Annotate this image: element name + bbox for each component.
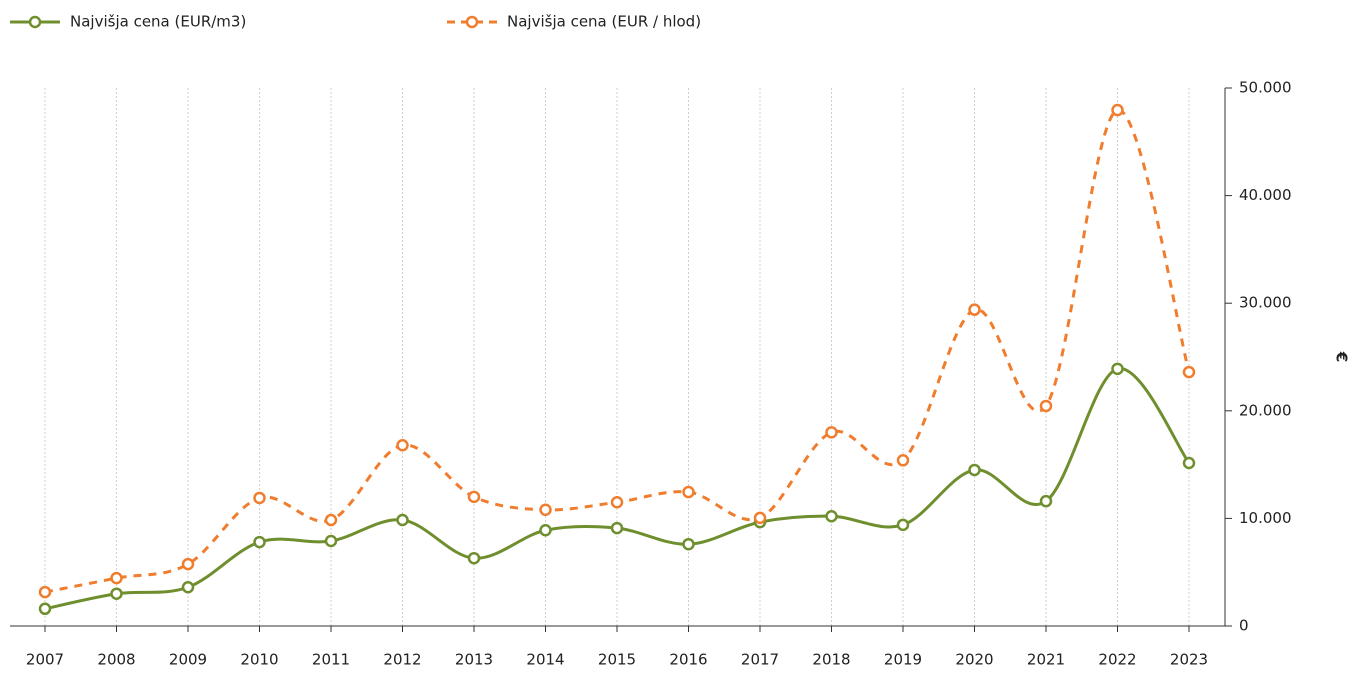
x-tick-label: 2015 bbox=[598, 651, 636, 669]
legend-label: Najvišja cena (EUR / hlod) bbox=[507, 13, 701, 31]
data-point bbox=[181, 581, 195, 594]
legend-marker bbox=[28, 15, 42, 29]
data-point bbox=[324, 513, 338, 527]
x-tick-label: 2010 bbox=[240, 651, 278, 669]
y-tick-label: 30.000 bbox=[1239, 294, 1292, 312]
data-point bbox=[181, 557, 195, 571]
data-point bbox=[1111, 103, 1124, 117]
data-point bbox=[1039, 399, 1053, 413]
data-point bbox=[38, 585, 52, 599]
y-tick-label: 40.000 bbox=[1239, 186, 1292, 204]
data-point bbox=[38, 602, 52, 616]
data-point bbox=[968, 463, 981, 477]
data-point bbox=[396, 438, 409, 452]
data-point bbox=[896, 518, 910, 532]
x-tick-label: 2012 bbox=[383, 651, 421, 669]
data-point bbox=[896, 454, 910, 467]
data-point bbox=[110, 587, 123, 600]
data-point bbox=[682, 485, 695, 499]
y-tick-label: 20.000 bbox=[1239, 401, 1292, 419]
y-tick-label: 10.000 bbox=[1239, 509, 1292, 527]
x-tick-label: 2011 bbox=[312, 651, 350, 669]
series-line bbox=[44, 367, 1191, 611]
y-axis-label: € bbox=[1333, 351, 1351, 362]
data-point bbox=[1182, 365, 1196, 379]
x-tick-label: 2019 bbox=[884, 651, 922, 669]
x-tick-label: 2020 bbox=[955, 651, 993, 669]
data-point bbox=[1182, 456, 1196, 470]
x-tick-label: 2013 bbox=[455, 651, 493, 669]
data-point bbox=[467, 490, 481, 504]
data-point bbox=[324, 534, 338, 548]
y-tick-label: 50.000 bbox=[1239, 79, 1292, 97]
x-tick-label: 2021 bbox=[1027, 651, 1065, 669]
x-tick-label: 2018 bbox=[812, 651, 850, 669]
data-point bbox=[253, 535, 266, 549]
data-point bbox=[539, 503, 552, 517]
data-point bbox=[825, 509, 838, 523]
data-point bbox=[253, 491, 266, 505]
data-point bbox=[396, 513, 409, 527]
x-tick-label: 2023 bbox=[1170, 651, 1208, 669]
data-point bbox=[1039, 494, 1053, 508]
series-line bbox=[44, 108, 1191, 594]
data-point bbox=[610, 496, 624, 509]
x-tick-label: 2022 bbox=[1098, 651, 1136, 669]
data-point bbox=[968, 303, 981, 316]
x-tick-label: 2007 bbox=[26, 651, 64, 669]
x-tick-label: 2017 bbox=[741, 651, 779, 669]
legend-marker bbox=[465, 15, 479, 29]
x-tick-label: 2014 bbox=[526, 651, 564, 669]
data-point bbox=[610, 521, 624, 535]
data-point bbox=[110, 571, 123, 585]
data-point bbox=[539, 523, 552, 537]
legend-label: Najvišja cena (EUR/m3) bbox=[70, 13, 246, 31]
data-point bbox=[825, 426, 838, 439]
x-tick-label: 2016 bbox=[669, 651, 707, 669]
data-point bbox=[682, 537, 695, 551]
data-point bbox=[753, 511, 767, 525]
y-tick-label: 0 bbox=[1239, 617, 1249, 635]
x-tick-label: 2008 bbox=[97, 651, 135, 669]
x-tick-label: 2009 bbox=[169, 651, 207, 669]
data-point bbox=[467, 551, 481, 565]
data-point bbox=[1111, 362, 1124, 376]
